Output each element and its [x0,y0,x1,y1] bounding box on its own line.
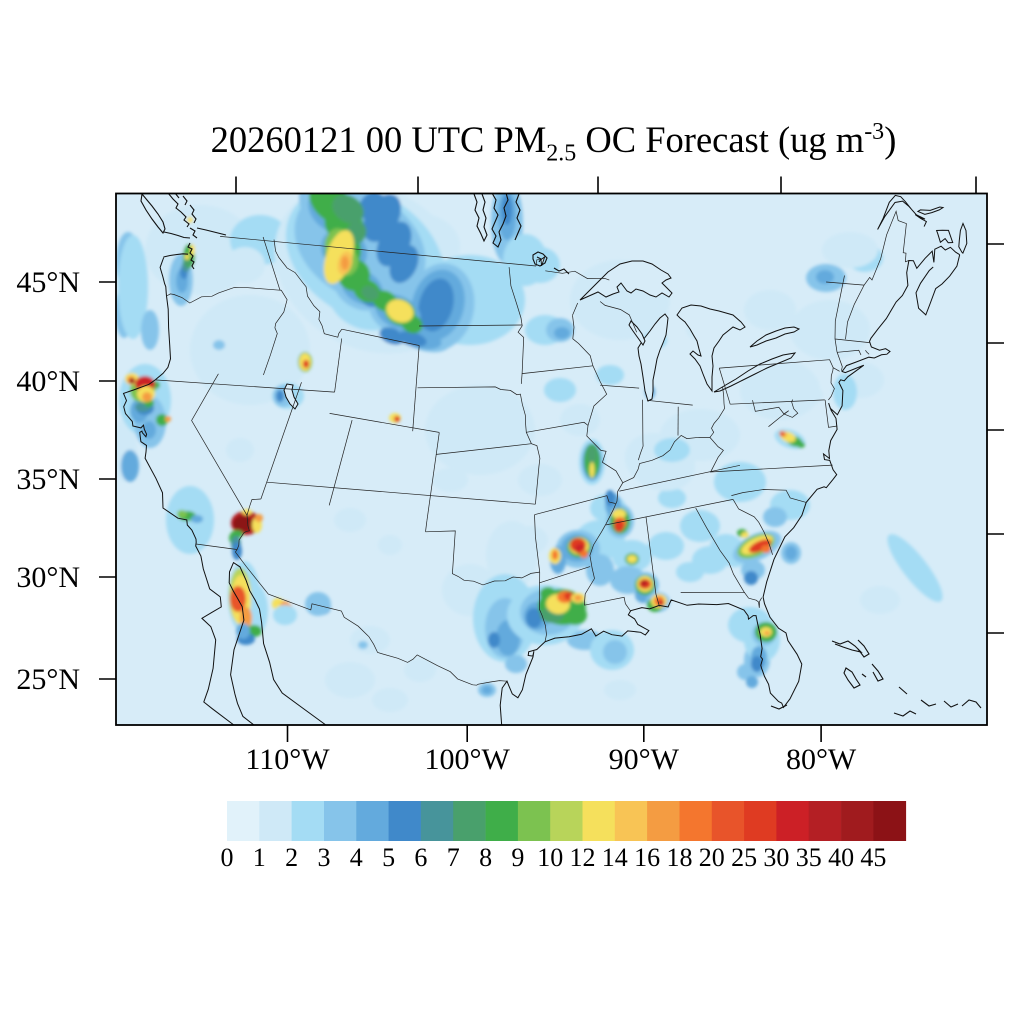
svg-text:5: 5 [382,843,395,872]
svg-text:100°W: 100°W [425,743,511,776]
svg-text:25: 25 [731,843,757,872]
svg-text:4: 4 [350,843,363,872]
svg-text:20: 20 [699,843,725,872]
svg-text:45: 45 [860,843,886,872]
svg-text:40°N: 40°N [16,365,80,398]
svg-text:18: 18 [667,843,693,872]
svg-text:10: 10 [537,843,563,872]
svg-text:3: 3 [318,843,331,872]
svg-text:80°W: 80°W [786,743,857,776]
svg-text:30: 30 [763,843,789,872]
svg-text:30°N: 30°N [16,561,80,594]
svg-text:6: 6 [414,843,427,872]
svg-text:12: 12 [570,843,596,872]
svg-text:2: 2 [285,843,298,872]
svg-text:90°W: 90°W [609,743,680,776]
svg-text:40: 40 [828,843,854,872]
svg-text:8: 8 [479,843,492,872]
svg-text:35°N: 35°N [16,463,80,496]
svg-text:1: 1 [253,843,266,872]
svg-text:0: 0 [221,843,234,872]
svg-text:110°W: 110°W [245,743,330,776]
svg-text:14: 14 [602,843,628,872]
svg-text:45°N: 45°N [16,266,80,299]
svg-text:9: 9 [511,843,524,872]
svg-text:25°N: 25°N [16,663,80,696]
svg-text:7: 7 [447,843,460,872]
svg-text:35: 35 [796,843,822,872]
svg-text:16: 16 [634,843,660,872]
